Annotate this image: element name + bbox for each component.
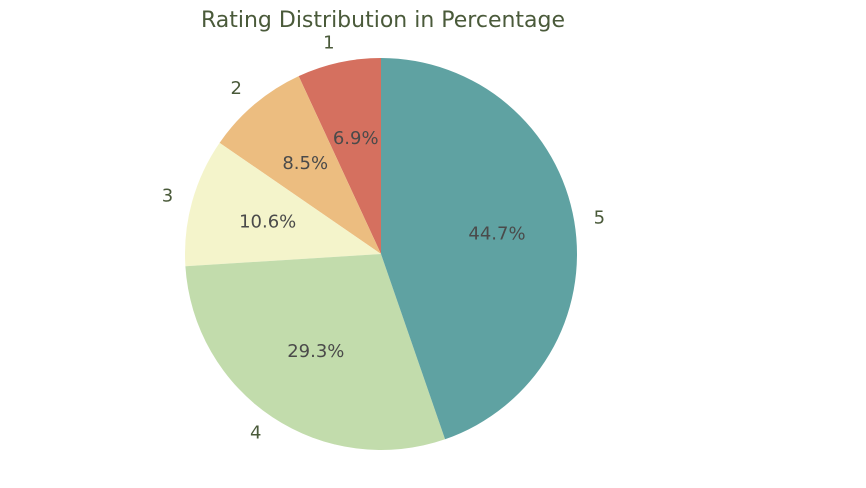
pie-slice-5 [381,58,577,440]
pie-slices [185,58,577,450]
chart-title: Rating Distribution in Percentage [201,8,565,33]
percent-label-5: 44.7% [468,224,525,245]
percent-label-2: 8.5% [282,153,328,174]
pie-slice-1 [298,58,381,254]
percent-label-3: 10.6% [239,212,296,233]
slice-label-4: 4 [250,422,261,443]
pie-slice-4 [185,254,446,450]
percent-label-1: 6.9% [333,128,379,149]
pie-slice-3 [185,142,381,267]
slice-label-2: 2 [231,78,242,99]
slice-label-1: 1 [323,32,334,53]
slice-label-5: 5 [594,207,605,228]
pie-labels: 1 6.9% 2 8.5% 3 10.6% 4 29.3% 5 44.7% [162,32,605,443]
pie-slice-2 [219,76,381,254]
percent-label-4: 29.3% [287,341,344,362]
slice-label-3: 3 [162,185,173,206]
